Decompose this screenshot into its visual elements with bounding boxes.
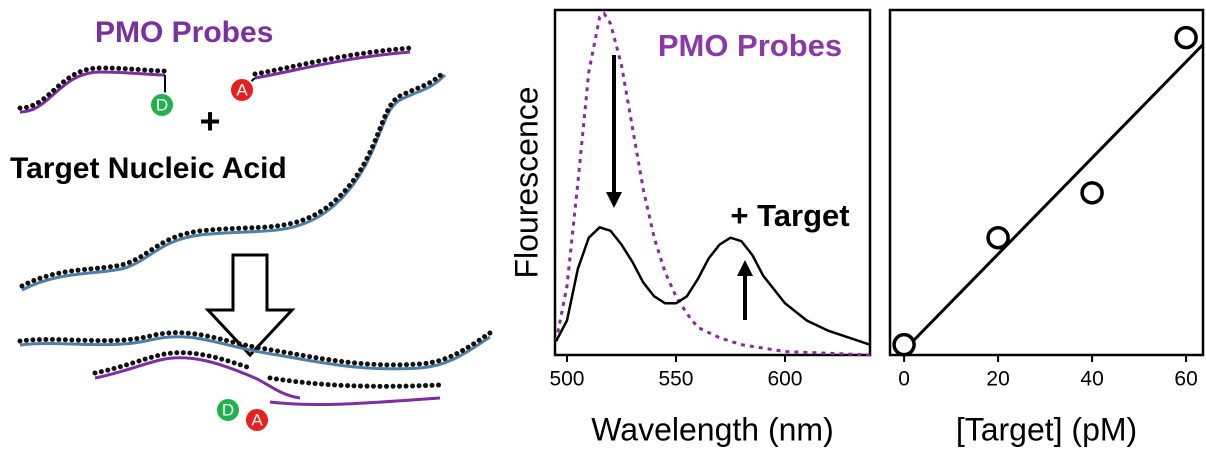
target-label: Target Nucleic Acid bbox=[10, 152, 287, 185]
acceptor-dye bbox=[244, 407, 270, 433]
fit-line bbox=[898, 43, 1205, 357]
donor-dye bbox=[149, 92, 175, 118]
annotation: PMO Probes bbox=[658, 28, 842, 63]
spectrum-line bbox=[554, 11, 871, 357]
donor-label: D bbox=[156, 95, 168, 114]
data-point bbox=[1080, 181, 1104, 205]
plot-frame bbox=[553, 8, 872, 357]
acceptor-label: A bbox=[236, 80, 248, 99]
x-tick-label: 0 bbox=[898, 368, 910, 391]
acceptor-label: A bbox=[251, 410, 263, 429]
x-axis-label: Wavelength (nm) bbox=[591, 411, 833, 447]
x-axis-label: [Target] (pM) bbox=[956, 411, 1137, 447]
probe-strand bbox=[19, 70, 166, 114]
data-point bbox=[986, 225, 1010, 250]
data-point bbox=[1174, 25, 1198, 50]
plot-frame bbox=[888, 8, 1205, 357]
donor-label: D bbox=[222, 400, 234, 419]
x-tick-label: 600 bbox=[767, 368, 802, 391]
target-strand bbox=[21, 73, 447, 292]
probe-label: PMO Probes bbox=[95, 16, 273, 49]
target-strand bbox=[19, 335, 491, 371]
probe-backbone bbox=[92, 350, 253, 376]
x-tick-label: 40 bbox=[1080, 368, 1103, 391]
probe-strand bbox=[269, 396, 441, 407]
plus: + bbox=[199, 101, 220, 142]
probe-strand bbox=[254, 50, 411, 80]
x-tick-label: 550 bbox=[658, 368, 693, 391]
schematic: PMO Probes D A + Target Nucleic Acid D A bbox=[10, 16, 493, 433]
annotation: + Target bbox=[730, 198, 849, 233]
target-backbone bbox=[17, 330, 493, 368]
probe-backbone bbox=[17, 65, 168, 111]
x-tick-label: 500 bbox=[549, 368, 584, 391]
y-axis-label: Flourescence bbox=[508, 86, 544, 278]
spectrum-line bbox=[554, 225, 871, 346]
process-arrow bbox=[204, 253, 296, 358]
probe-backbone bbox=[252, 45, 413, 77]
data-point bbox=[892, 332, 916, 357]
x-tick-label: 60 bbox=[1174, 368, 1197, 391]
x-tick-label: 20 bbox=[986, 368, 1009, 391]
target-backbone bbox=[19, 68, 448, 289]
acceptor-dye bbox=[229, 77, 255, 103]
probe-backbone bbox=[267, 375, 443, 389]
probe-strand bbox=[94, 356, 301, 400]
donor-dye bbox=[215, 397, 241, 423]
